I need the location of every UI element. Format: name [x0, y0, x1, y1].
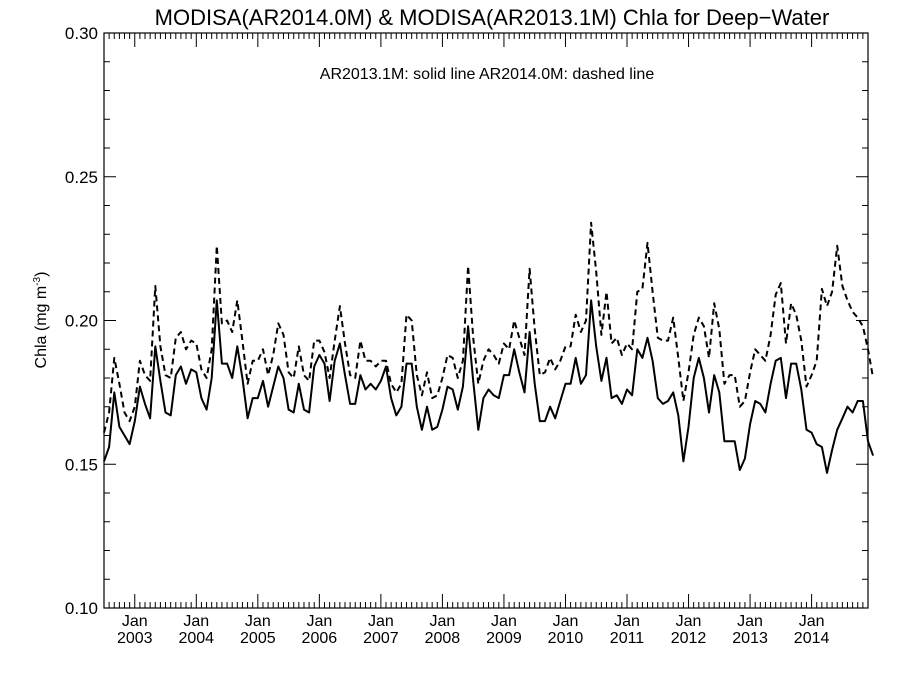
y-axis-label: Chla (mg m-3)	[32, 272, 50, 369]
y-axis: 0.10 0.15 0.20 0.25 0.30	[65, 24, 868, 618]
x-tick-label-month: Jan	[737, 613, 763, 630]
x-tick-label-year: 2005	[240, 630, 276, 647]
y-tick-label: 0.10	[65, 599, 98, 618]
x-tick-label-month: Jan	[614, 613, 640, 630]
y-tick-label: 0.30	[65, 24, 98, 43]
x-tick-label-year: 2010	[548, 630, 584, 647]
series-group	[103, 221, 875, 474]
y-tick-label: 0.15	[65, 455, 98, 474]
x-tick-label-month: Jan	[553, 613, 579, 630]
x-tick-label-month: Jan	[245, 613, 271, 630]
x-tick-label-month: Jan	[368, 613, 394, 630]
chart-title: MODISA(AR2014.0M) & MODISA(AR2013.1M) Ch…	[155, 5, 830, 30]
x-axis: Jan2003Jan2004Jan2005Jan2006Jan2007Jan20…	[108, 33, 864, 647]
chart-annotation: AR2013.1M: solid line AR2014.0M: dashed …	[320, 66, 655, 83]
y-axis-label-close: )	[33, 272, 50, 277]
x-tick-label-year: 2003	[117, 630, 153, 647]
x-tick-label-year: 2011	[610, 630, 645, 647]
x-tick-label-month: Jan	[799, 613, 825, 630]
x-tick-label-month: Jan	[676, 613, 702, 630]
x-tick-label-month: Jan	[491, 613, 517, 630]
y-tick-label: 0.25	[65, 168, 98, 187]
y-axis-label-text: Chla (mg m	[33, 286, 50, 369]
x-tick-label-year: 2009	[486, 630, 522, 647]
y-tick-label: 0.20	[65, 312, 98, 331]
x-tick-label-year: 2006	[302, 630, 338, 647]
series-line-ar2013-1m	[103, 299, 875, 474]
x-tick-label-year: 2004	[178, 630, 214, 647]
x-tick-label-year: 2014	[794, 630, 830, 647]
y-axis-label-sup: -3	[32, 276, 43, 285]
x-tick-label-year: 2012	[671, 630, 707, 647]
x-tick-label-month: Jan	[122, 613, 148, 630]
x-tick-label-year: 2013	[732, 630, 768, 647]
x-tick-label-month: Jan	[183, 613, 209, 630]
series-line-ar2014-0m	[103, 221, 875, 433]
x-tick-label-year: 2008	[425, 630, 461, 647]
x-tick-label-month: Jan	[306, 613, 332, 630]
x-tick-label-year: 2007	[363, 630, 399, 647]
x-tick-label-month: Jan	[430, 613, 456, 630]
